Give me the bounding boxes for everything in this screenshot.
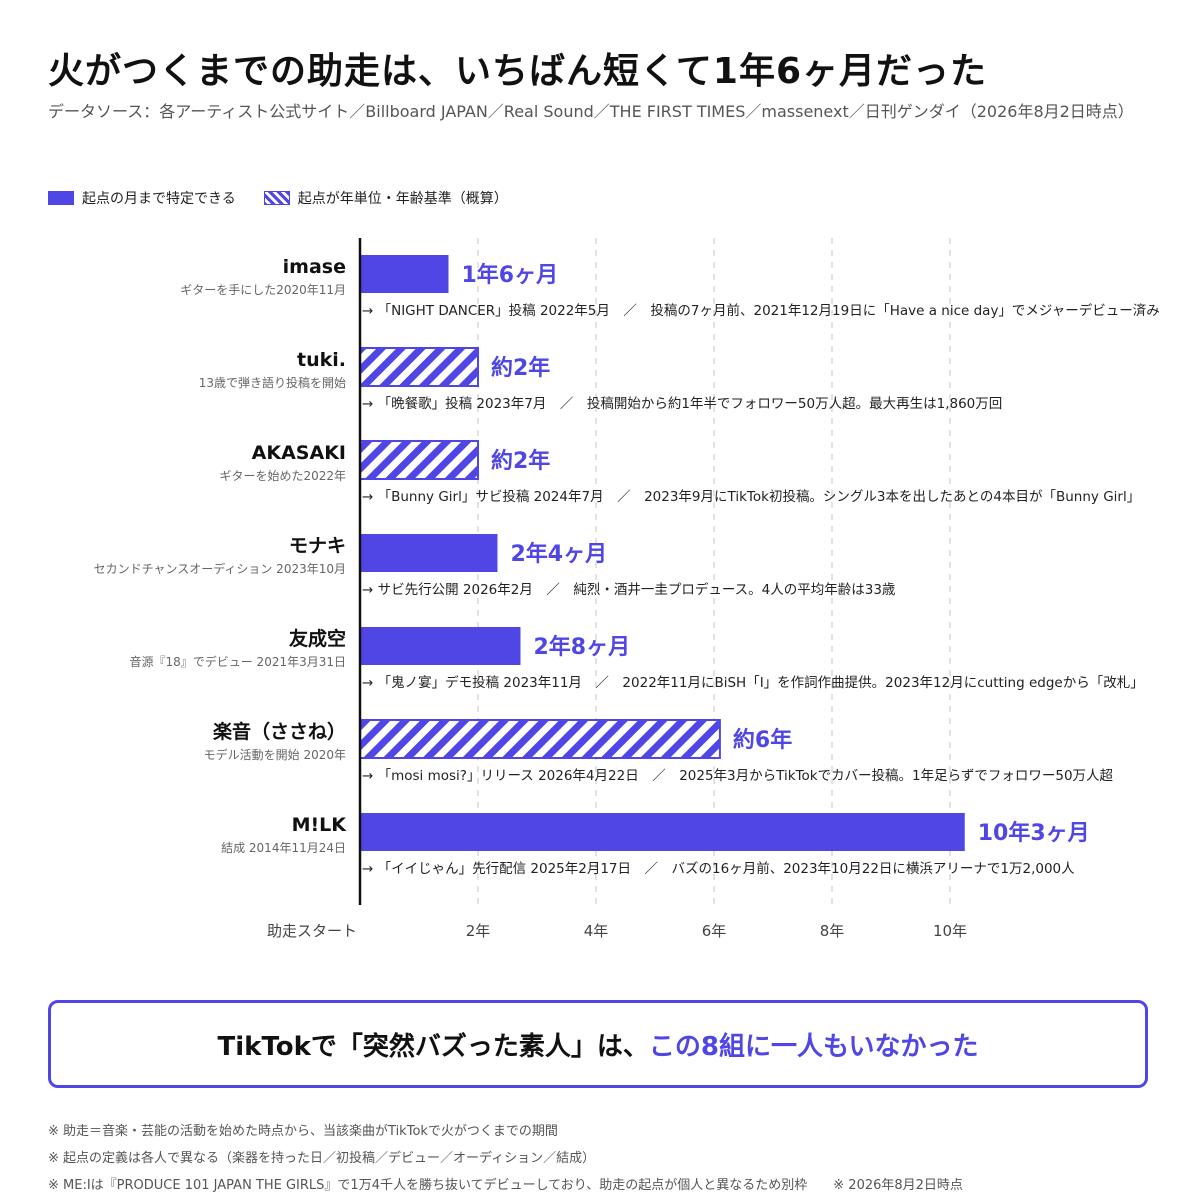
artist-name: imase [283, 256, 346, 278]
legend-approx-label: 起点が年単位・年齢基準（概算） [297, 191, 508, 207]
bars: imase ギターを手にした2020年11月 1年6ヶ月 → 「NIGHT DANCE… [94, 255, 1160, 877]
legend-solid-swatch [48, 191, 74, 205]
x-tick-label: 6年 [702, 922, 727, 940]
artist-origin: 13歳で弾き語り投稿を開始 [199, 375, 346, 390]
page-title: 火がつくまでの助走は、いちばん短くて1年6ヶ月だった [48, 51, 988, 92]
footnote-mei-row: ※ ME:Iは『PRODUCE 101 JAPAN THE GIRLS』で1万4… [48, 1176, 963, 1203]
bar-row: AKASAKI ギターを始めた2022年 約2年 → 「Bunny Girl」サビ投稿… [219, 440, 1140, 505]
callout-highlight: この8組に一人もいなかった [648, 1031, 979, 1062]
footnote-definition: ※ 助走＝音楽・芸能の活動を始めた時点から、当該楽曲がTikTokで火がつくまで… [48, 1124, 558, 1139]
bar-value-label: 2年8ヶ月 [533, 634, 630, 660]
grid-lines [477, 238, 951, 905]
bar-row: 楽音（ささね） モデル活動を開始 2020年 約6年 → 「mosi mosi?」リリ… [204, 719, 1114, 784]
x-tick-label: 助走スタート [267, 922, 357, 940]
legend-item-approx: 起点が年単位・年齢基準（概算） [263, 188, 508, 208]
bar-note: → 「晩餐歌」投稿 2023年7月 ／ 投稿開始から約1年半でフォロワー50万人… [362, 396, 1002, 412]
x-tick-label: 8年 [820, 922, 845, 940]
bar-row: imase ギターを手にした2020年11月 1年6ヶ月 → 「NIGHT DANCE… [180, 255, 1160, 319]
artist-origin: モデル活動を開始 2020年 [204, 747, 346, 762]
bar [360, 255, 449, 293]
runway-bar-chart: imase ギターを手にした2020年11月 1年6ヶ月 → 「NIGHT DANCE… [94, 238, 1160, 940]
artist-name: モナキ [289, 535, 346, 557]
callout-prefix: TikTokで「突然バズった素人」は、 [217, 1031, 649, 1062]
bar [360, 627, 521, 665]
bar-value-label: 約2年 [491, 355, 550, 381]
artist-origin: ギターを始めた2022年 [219, 469, 346, 483]
footnote-as-of: ※ 2026年8月2日時点 [833, 1178, 963, 1193]
bar [360, 813, 965, 851]
x-axis-ticks: 助走スタート 2年 4年 6年 8年 10年 [267, 922, 967, 940]
bar-row: M!LK 結成 2014年11月24日 10年3ヶ月 → 「イイじゃん」先行配信 20… [221, 813, 1090, 877]
artist-origin: セカンドチャンスオーディション 2023年10月 [94, 561, 346, 576]
bar-approx [359, 719, 721, 759]
bar-note: → 「鬼ノ宴」デモ投稿 2023年11月 ／ 2022年11月にBiSH「I」を… [362, 674, 1144, 691]
legend: 起点の月まで特定できる 起点が年単位・年齢基準（概算） [48, 188, 508, 208]
bar-value-label: 2年4ヶ月 [510, 541, 607, 567]
bar-note: → 「NIGHT DANCER」投稿 2022年5月 ／ 投稿の7ヶ月前、202… [362, 302, 1160, 319]
legend-exact-label: 起点の月まで特定できる [82, 191, 236, 207]
conclusion-callout: TikTokで「突然バズった素人」は、 この8組に一人もいなかった [48, 1000, 1148, 1088]
footnote-mei: ※ ME:Iは『PRODUCE 101 JAPAN THE GIRLS』で1万4… [48, 1178, 808, 1193]
artist-name: AKASAKI [252, 442, 346, 464]
artist-name: 楽音（ささね） [213, 720, 346, 743]
footnote-origin: ※ 起点の定義は各人で異なる（楽器を持った日／初投稿／デビュー／オーディション／… [48, 1151, 596, 1166]
artist-origin: 音源『18』でデビュー 2021年3月31日 [129, 654, 346, 669]
data-source-subtitle: データソース：各アーティスト公式サイト／Billboard JAPAN／Real… [48, 102, 1134, 121]
bar-value-label: 1年6ヶ月 [462, 262, 559, 288]
bar-note: → 「Bunny Girl」サビ投稿 2024年7月 ／ 2023年9月にTik… [362, 488, 1140, 505]
bar-note: → 「イイじゃん」先行配信 2025年2月17日 ／ バズの16ヶ月前、2023… [362, 860, 1075, 877]
artist-name: M!LK [292, 814, 348, 836]
bar-value-label: 約6年 [733, 727, 792, 753]
bar-approx [359, 347, 479, 387]
bar-approx [359, 440, 479, 480]
bar-row: tuki. 13歳で弾き語り投稿を開始 約2年 → 「晩餐歌」投稿 2023年7月 ／… [199, 347, 1002, 412]
legend-hatched-swatch [263, 191, 290, 205]
x-tick-label: 2年 [466, 922, 491, 940]
bar [360, 534, 498, 572]
legend-item-exact: 起点の月まで特定できる [48, 188, 236, 208]
bar-note: → 「mosi mosi?」リリース 2026年4月22日 ／ 2025年3月か… [362, 768, 1114, 784]
x-tick-label: 10年 [933, 922, 967, 940]
footnotes: ※ 助走＝音楽・芸能の活動を始めた時点から、当該楽曲がTikTokで火がつくまで… [48, 1122, 963, 1203]
artist-origin: ギターを手にした2020年11月 [180, 283, 346, 297]
artist-origin: 結成 2014年11月24日 [221, 841, 346, 855]
bar-value-label: 約2年 [491, 448, 550, 474]
bar-note: → サビ先行公開 2026年2月 ／ 純烈・酒井一圭プロデュース。4人の平均年齢… [362, 581, 896, 598]
artist-name: tuki. [297, 349, 346, 371]
bar-value-label: 10年3ヶ月 [978, 820, 1090, 846]
artist-name: 友成空 [289, 627, 346, 650]
x-tick-label: 4年 [584, 922, 609, 940]
